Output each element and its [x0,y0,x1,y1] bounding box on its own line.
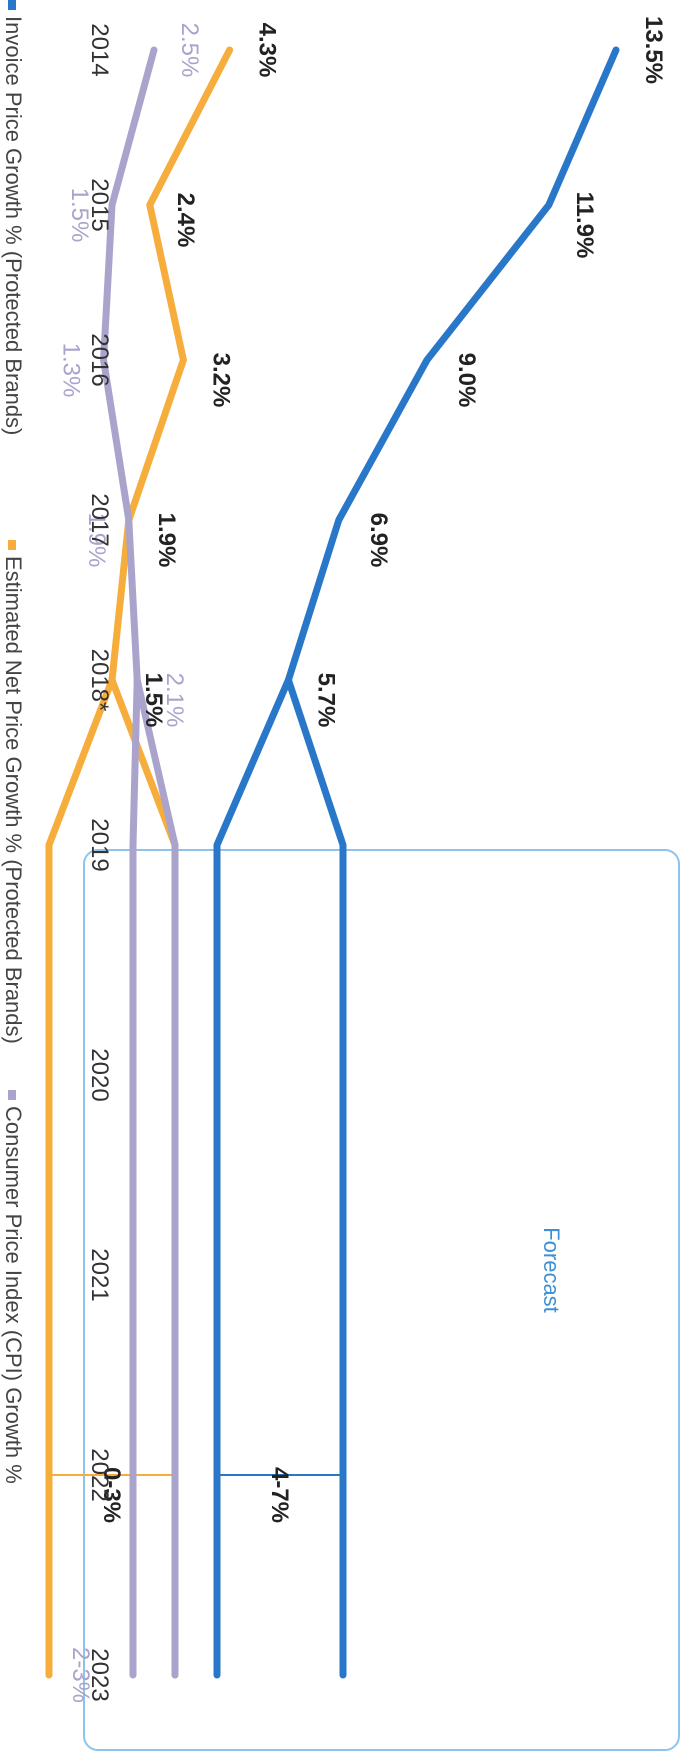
forecast-box [83,849,680,1751]
data-label-consumer-price-index-cpi-growth: 2.1% [161,673,188,728]
forecast-lower-line-consumer-price-index-cpi-growth [129,676,141,1679]
data-label-invoice-price-growth-protected-brands: 5.7% [312,673,339,728]
x-tick-label: 2022 [86,1448,113,1501]
legend-swatch [8,0,16,10]
data-label-invoice-price-growth-protected-brands: 6.9% [365,513,392,568]
data-label-invoice-price-growth-protected-brands: 9.0% [453,353,480,408]
x-tick-label: 2018* [86,649,113,712]
data-label-estimated-net-price-growth-protected-brands: 4.3% [254,23,281,78]
data-label-invoice-price-growth-protected-brands: 13.5% [640,16,667,84]
forecast-label: Forecast [539,1227,564,1313]
x-tick-label: 2023 [86,1648,113,1701]
legend-entry: Invoice Price Growth % (Protected Brands… [1,16,26,435]
legend-swatch [8,1090,16,1100]
forecast-range-label-invoice-price-growth-protected-brands: 4-7% [266,1467,293,1523]
legend: Invoice Price Growth % (Protected Brands… [1,0,26,1484]
data-label-consumer-price-index-cpi-growth: 2.5% [176,23,203,78]
forecast-lower-line-estimated-net-price-growth-protected-brands [45,676,116,1679]
series-layer [45,46,620,1679]
series-line-estimated-net-price-growth-protected-brands [108,46,234,684]
data-label-estimated-net-price-growth-protected-brands: 1.9% [153,513,180,568]
series-line-invoice-price-growth-protected-brands [284,46,620,684]
x-tick-label: 2021 [86,1248,113,1301]
forecast-upper-line-consumer-price-index-cpi-growth [133,676,179,1679]
x-tick-label: 2017 [86,493,113,546]
legend-entry: Consumer Price Index (CPI) Growth % [1,1106,26,1484]
data-label-estimated-net-price-growth-protected-brands: 3.2% [207,353,234,408]
x-axis-ticks: 2014 2015 2016 2017 2018* 2019 2020 2021 2022 202… [86,23,113,1701]
data-label-invoice-price-growth-protected-brands: 11.9% [571,192,598,259]
x-tick-label: 2019 [86,818,113,871]
x-tick-label: 2020 [86,1048,113,1101]
legend-swatch [8,540,16,550]
data-label-consumer-price-index-cpi-growth: 1.5% [66,188,93,243]
data-label-consumer-price-index-cpi-growth: 1.9% [83,513,110,568]
x-tick-label: 2015 [86,178,113,231]
legend-entry: Estimated Net Price Growth % (Protected … [1,556,26,1044]
data-label-estimated-net-price-growth-protected-brands: 1.5% [140,673,167,728]
series-line-consumer-price-index-cpi-growth [100,46,158,684]
forecast-upper-line-invoice-price-growth-protected-brands [284,676,347,1679]
x-tick-label: 2016 [86,333,113,386]
x-tick-label: 2014 [86,23,113,76]
forecast-range-label-consumer-price-index-cpi-growth: 2-3% [67,1647,94,1703]
forecast-range-label-estimated-net-price-growth-protected-brands: 0-3% [98,1467,125,1523]
data-labels-layer: 13.5% 11.9% 9.0% 6.9% 5.7% 4-7% 4.3% 2.4% 3.2% 1.… [58,16,667,1703]
forecast-lower-line-invoice-price-growth-protected-brands [213,676,292,1679]
data-label-estimated-net-price-growth-protected-brands: 2.4% [172,193,199,248]
forecast-upper-line-estimated-net-price-growth-protected-brands [108,676,179,1679]
data-label-consumer-price-index-cpi-growth: 1.3% [58,343,85,398]
